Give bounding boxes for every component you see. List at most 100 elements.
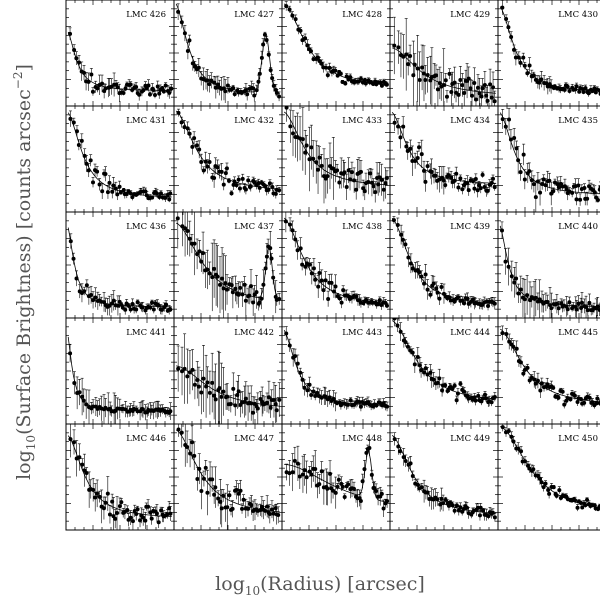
data-point [213, 485, 218, 490]
data-point [237, 186, 242, 191]
data-point [107, 512, 112, 517]
panel-lmc-427: LMC 427 [173, 0, 283, 107]
data-point [293, 17, 298, 22]
data-point [224, 166, 229, 171]
data-point [185, 445, 190, 450]
data-point [478, 186, 483, 191]
data-point [508, 137, 513, 142]
data-point [415, 155, 420, 160]
data-point [199, 390, 204, 395]
data-point [317, 482, 322, 487]
data-point [346, 482, 351, 487]
data-point [216, 496, 221, 501]
data-point [271, 275, 276, 280]
data-point [363, 81, 368, 86]
data-point [274, 90, 279, 95]
panel-plot-area [175, 212, 282, 318]
data-point [176, 9, 181, 14]
panel-label: LMC 441 [126, 328, 166, 338]
data-points [500, 107, 600, 212]
data-point [383, 181, 388, 186]
data-point [525, 365, 530, 370]
data-point [273, 402, 278, 407]
data-point [180, 224, 185, 229]
data-point [525, 71, 530, 76]
data-point [245, 92, 250, 97]
data-point [190, 61, 195, 66]
data-point [141, 88, 146, 93]
data-point [230, 506, 235, 511]
data-points [68, 110, 173, 203]
data-point [338, 71, 343, 76]
data-points [176, 108, 282, 199]
data-point [458, 505, 463, 510]
data-points [176, 333, 282, 424]
panel-plot-area [391, 318, 497, 407]
panel-lmc-433: LMC 433 [281, 105, 391, 213]
data-point [309, 271, 314, 276]
data-point [147, 92, 152, 97]
data-point [210, 477, 215, 482]
data-point [488, 82, 493, 87]
data-point [128, 191, 133, 196]
data-point [456, 92, 461, 97]
data-point [295, 461, 300, 466]
data-point [81, 398, 86, 403]
data-point [68, 31, 73, 36]
data-point [217, 282, 222, 287]
data-point [185, 126, 190, 131]
data-point [72, 380, 77, 385]
data-point [445, 389, 450, 394]
data-point [422, 370, 427, 375]
data-point [124, 301, 129, 306]
data-point [105, 190, 110, 195]
data-point [556, 306, 561, 311]
data-point [441, 501, 446, 506]
data-point [482, 184, 487, 189]
data-point [256, 79, 261, 84]
data-points [68, 424, 173, 530]
data-point [125, 507, 130, 512]
data-point [585, 308, 590, 313]
data-point [195, 377, 200, 382]
data-point [538, 388, 543, 393]
data-point [447, 71, 452, 76]
data-point [594, 401, 599, 406]
data-point [309, 472, 314, 477]
data-point [265, 400, 270, 405]
data-point [128, 307, 133, 312]
data-point [154, 191, 159, 196]
data-point [419, 485, 424, 490]
data-point [150, 195, 155, 200]
data-point [576, 183, 581, 188]
data-point [455, 391, 460, 396]
data-point [157, 195, 162, 200]
data-point [408, 146, 413, 151]
data-point [284, 106, 289, 110]
data-point [274, 408, 279, 413]
data-point [384, 176, 389, 181]
data-point [422, 281, 427, 286]
data-point [176, 366, 181, 371]
data-point [551, 385, 556, 390]
data-point [314, 160, 319, 165]
data-point [479, 399, 484, 404]
data-point [531, 182, 536, 187]
panel-ticks [282, 0, 390, 106]
data-point [311, 156, 316, 161]
data-point [215, 165, 220, 170]
data-point [364, 450, 369, 455]
data-point [368, 171, 373, 176]
data-point [251, 410, 256, 415]
panel-plot-area [283, 106, 389, 204]
data-point [484, 396, 489, 401]
panel-ticks [174, 0, 282, 106]
data-point [212, 393, 217, 398]
data-point [115, 303, 120, 308]
data-point [415, 66, 420, 71]
data-point [335, 484, 340, 489]
data-point [163, 83, 168, 88]
data-point [154, 511, 159, 516]
data-point [425, 73, 430, 78]
data-point [319, 163, 324, 168]
